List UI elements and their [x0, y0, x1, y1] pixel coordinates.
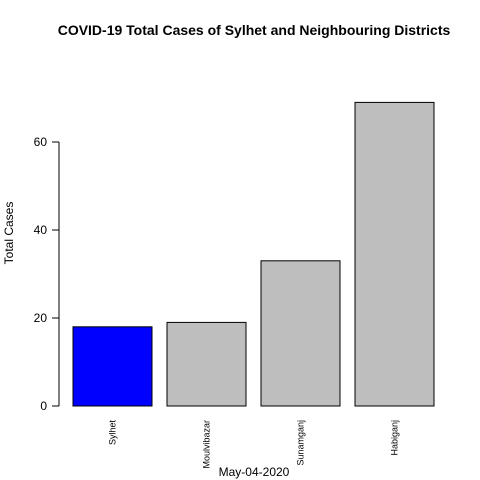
y-tick-label: 60: [34, 135, 48, 149]
bar-moulvibazar: [166, 321, 247, 407]
bar-sylhet: [72, 326, 153, 407]
chart-title: COVID-19 Total Cases of Sylhet and Neigh…: [58, 22, 451, 38]
y-tick-label: 20: [34, 311, 48, 325]
y-tick-label: 40: [34, 223, 48, 237]
x-tick-label: Moulvibazar: [202, 420, 212, 469]
x-axis-label: May-04-2020: [219, 465, 290, 479]
bar-sunamganj: [260, 260, 341, 407]
y-axis-label: Total Cases: [2, 202, 16, 265]
x-tick-label: Habiganj: [390, 420, 400, 456]
y-axis: 0 20 40 60: [34, 135, 60, 413]
x-tick-label: Sunamganj: [296, 420, 306, 466]
x-tick-label: Sylhet: [108, 420, 118, 446]
bars-group: [72, 101, 435, 407]
category-labels: Sylhet Moulvibazar Sunamganj Habiganj: [108, 420, 400, 469]
bar-habiganj: [354, 101, 435, 407]
y-tick-label: 0: [40, 399, 47, 413]
